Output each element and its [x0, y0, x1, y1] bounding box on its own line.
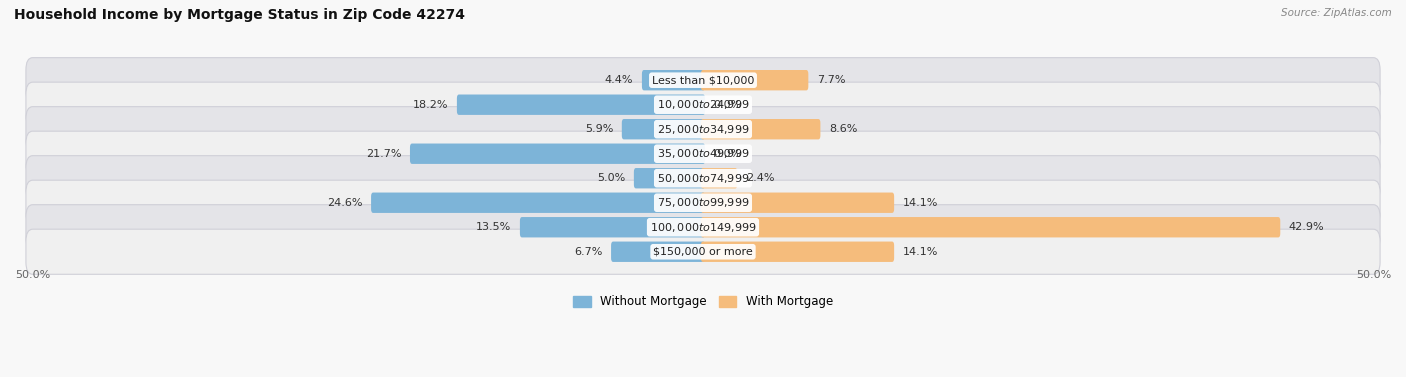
- Text: 0.0%: 0.0%: [714, 149, 742, 159]
- FancyBboxPatch shape: [702, 168, 737, 188]
- Text: $100,000 to $149,999: $100,000 to $149,999: [650, 221, 756, 234]
- FancyBboxPatch shape: [702, 70, 808, 90]
- FancyBboxPatch shape: [643, 70, 704, 90]
- FancyBboxPatch shape: [634, 168, 704, 188]
- FancyBboxPatch shape: [702, 242, 894, 262]
- FancyBboxPatch shape: [25, 205, 1381, 250]
- Text: 14.1%: 14.1%: [903, 247, 938, 257]
- Text: 0.0%: 0.0%: [714, 100, 742, 110]
- FancyBboxPatch shape: [702, 193, 894, 213]
- Text: Source: ZipAtlas.com: Source: ZipAtlas.com: [1281, 8, 1392, 18]
- FancyBboxPatch shape: [25, 107, 1381, 152]
- Text: $35,000 to $49,999: $35,000 to $49,999: [657, 147, 749, 160]
- FancyBboxPatch shape: [702, 217, 1281, 238]
- Text: 13.5%: 13.5%: [477, 222, 512, 232]
- Text: Household Income by Mortgage Status in Zip Code 42274: Household Income by Mortgage Status in Z…: [14, 8, 465, 21]
- Text: 5.9%: 5.9%: [585, 124, 613, 134]
- Text: 8.6%: 8.6%: [830, 124, 858, 134]
- Text: 14.1%: 14.1%: [903, 198, 938, 208]
- FancyBboxPatch shape: [25, 156, 1381, 201]
- FancyBboxPatch shape: [520, 217, 704, 238]
- FancyBboxPatch shape: [411, 144, 704, 164]
- Text: 5.0%: 5.0%: [598, 173, 626, 183]
- Text: 2.4%: 2.4%: [747, 173, 775, 183]
- Text: Less than $10,000: Less than $10,000: [652, 75, 754, 85]
- Text: $75,000 to $99,999: $75,000 to $99,999: [657, 196, 749, 209]
- FancyBboxPatch shape: [371, 193, 704, 213]
- Text: 7.7%: 7.7%: [817, 75, 845, 85]
- Legend: Without Mortgage, With Mortgage: Without Mortgage, With Mortgage: [568, 291, 838, 313]
- FancyBboxPatch shape: [25, 131, 1381, 176]
- Text: 21.7%: 21.7%: [366, 149, 401, 159]
- Text: 4.4%: 4.4%: [605, 75, 633, 85]
- FancyBboxPatch shape: [25, 229, 1381, 274]
- Text: 24.6%: 24.6%: [328, 198, 363, 208]
- Text: 18.2%: 18.2%: [413, 100, 449, 110]
- Text: $150,000 or more: $150,000 or more: [654, 247, 752, 257]
- FancyBboxPatch shape: [457, 95, 704, 115]
- FancyBboxPatch shape: [621, 119, 704, 139]
- Text: $25,000 to $34,999: $25,000 to $34,999: [657, 123, 749, 136]
- FancyBboxPatch shape: [612, 242, 704, 262]
- Text: $10,000 to $24,999: $10,000 to $24,999: [657, 98, 749, 111]
- FancyBboxPatch shape: [25, 58, 1381, 103]
- FancyBboxPatch shape: [702, 119, 820, 139]
- Text: 42.9%: 42.9%: [1289, 222, 1324, 232]
- FancyBboxPatch shape: [25, 82, 1381, 127]
- FancyBboxPatch shape: [25, 180, 1381, 225]
- Text: $50,000 to $74,999: $50,000 to $74,999: [657, 172, 749, 185]
- Text: 6.7%: 6.7%: [574, 247, 602, 257]
